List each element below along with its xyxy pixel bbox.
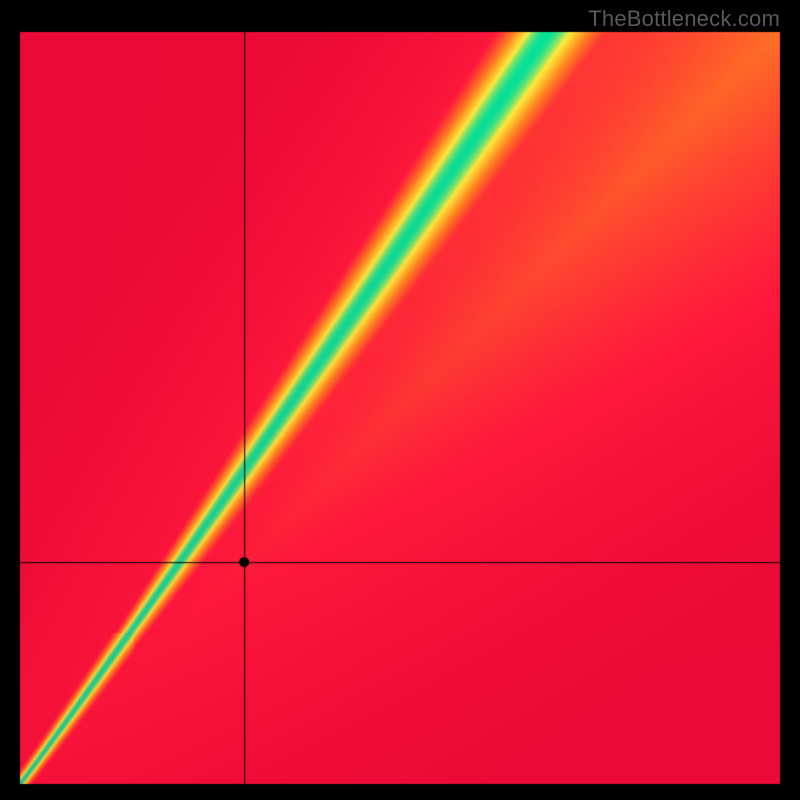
heatmap-canvas (0, 0, 800, 800)
watermark-text: TheBottleneck.com (588, 6, 780, 32)
